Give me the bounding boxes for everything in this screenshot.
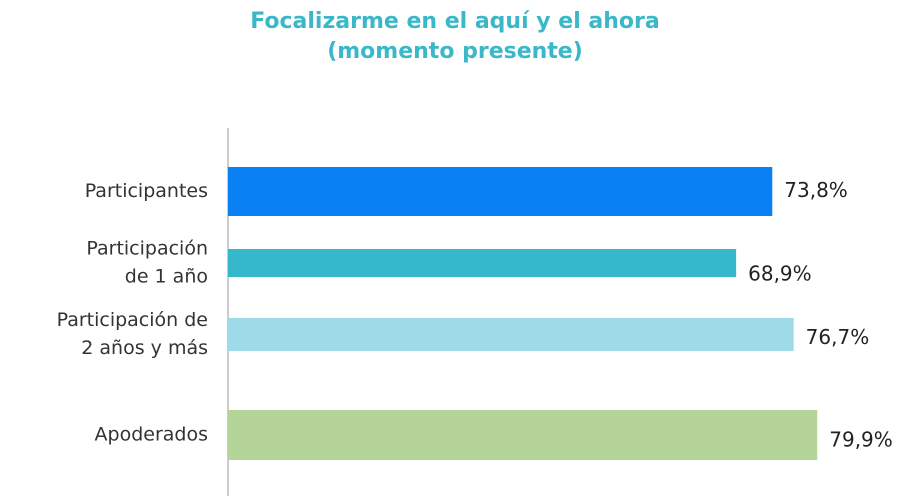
value-label: 79,9%	[829, 428, 893, 452]
value-label: 68,9%	[748, 262, 812, 286]
category-label: Participación	[86, 238, 208, 260]
category-label: 2 años y más	[81, 337, 208, 359]
bar	[228, 318, 794, 351]
category-label: Participación de	[57, 309, 208, 331]
chart-title: (momento presente)	[327, 39, 583, 64]
value-label: 76,7%	[806, 325, 870, 349]
category-label: Apoderados	[95, 424, 208, 446]
chart-title: Focalizarme en el aquí y el ahora	[250, 9, 659, 34]
category-label: de 1 año	[125, 266, 208, 288]
bar	[228, 167, 773, 216]
value-label: 73,8%	[784, 178, 848, 202]
bar	[228, 410, 818, 460]
bar	[228, 249, 737, 277]
category-label: Participantes	[85, 180, 208, 202]
